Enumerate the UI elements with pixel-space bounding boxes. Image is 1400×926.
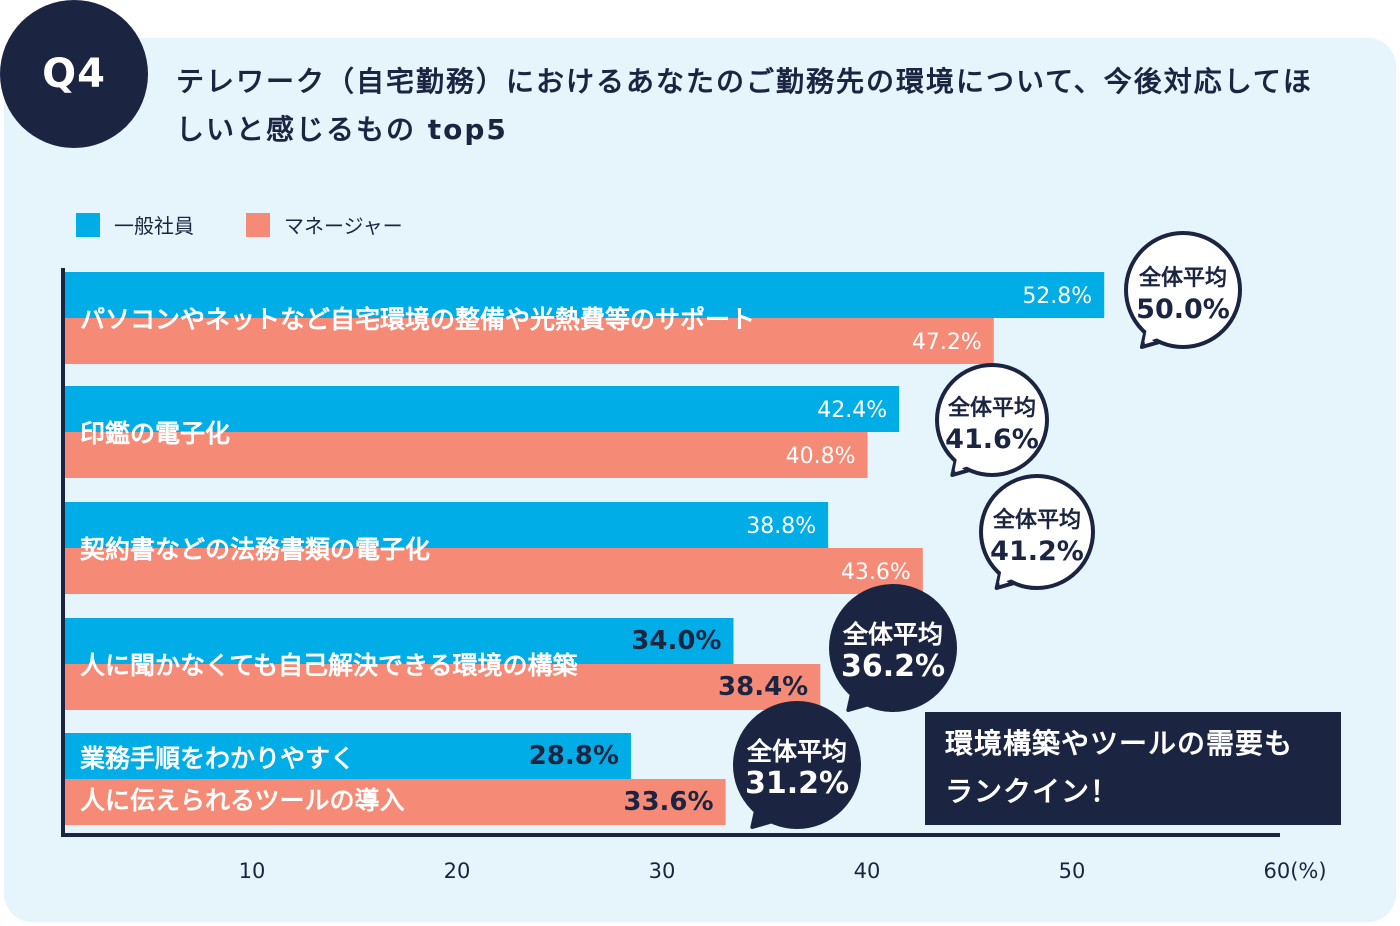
x-tick-label: 30 xyxy=(649,859,676,883)
legend-swatch-employee xyxy=(76,212,100,237)
category-label: パソコンやネットなど自宅環境の整備や光熱費等のサポート xyxy=(80,305,755,334)
x-tick-label: 50 xyxy=(1059,859,1086,883)
category-label: 人に聞かなくても自己解決できる環境の構築 xyxy=(80,651,579,680)
data-label: 40.8% xyxy=(786,444,856,469)
legend-item-employee: 一般社員 xyxy=(76,210,194,239)
average-label: 全体平均 xyxy=(992,507,1081,533)
bar-manager xyxy=(63,664,821,710)
average-value: 50.0% xyxy=(1136,294,1230,325)
average-bubble xyxy=(935,363,1049,477)
bubble-tail-fill xyxy=(850,679,878,706)
average-value: 41.2% xyxy=(990,536,1084,567)
x-tick-label: 20 xyxy=(444,859,471,883)
data-label: 33.6% xyxy=(623,787,713,817)
category-label: 人に伝えられるツールの導入 xyxy=(80,786,405,815)
bar-employee xyxy=(63,733,631,779)
chart-title: テレワーク（自宅勤務）におけるあなたのご勤務先の環境について、今後対応してほしい… xyxy=(176,65,1313,146)
bar-manager xyxy=(63,548,923,594)
bubble-tail-fill xyxy=(998,560,1023,584)
legend: 一般社員 マネージャー xyxy=(76,210,403,239)
data-label: 38.8% xyxy=(746,514,816,539)
data-label: 43.6% xyxy=(841,560,911,585)
data-label: 34.0% xyxy=(631,626,721,656)
average-bubble xyxy=(1124,231,1242,349)
x-tick-label: 10 xyxy=(239,859,266,883)
legend-item-manager: マネージャー xyxy=(246,210,403,239)
bubble-tail-fill xyxy=(954,447,979,471)
legend-label-manager: マネージャー xyxy=(284,214,403,238)
legend-label-employee: 一般社員 xyxy=(114,214,194,238)
data-label: 52.8% xyxy=(1022,284,1092,309)
data-label: 38.4% xyxy=(718,672,808,702)
bar-employee xyxy=(63,386,900,432)
bar-manager xyxy=(63,318,994,364)
x-tick-label: 40 xyxy=(854,859,881,883)
data-label: 28.8% xyxy=(529,741,619,771)
average-bubble xyxy=(979,474,1095,590)
category-label: 契約書などの法務書類の電子化 xyxy=(80,535,430,564)
category-label: 業務手順をわかりやすく xyxy=(80,744,355,773)
average-value: 41.6% xyxy=(945,424,1039,455)
bar-employee xyxy=(63,272,1105,318)
bar-employee xyxy=(63,618,734,664)
category-label: 印鑑の電子化 xyxy=(80,419,230,448)
average-value: 31.2% xyxy=(745,766,849,801)
bar-manager xyxy=(63,779,726,825)
average-label: 全体平均 xyxy=(1138,265,1227,291)
question-badge: Q4 xyxy=(0,0,148,148)
bar-employee xyxy=(63,502,829,548)
average-bubble xyxy=(733,701,861,829)
data-label: 42.4% xyxy=(817,398,887,423)
average-label: 全体平均 xyxy=(746,737,847,766)
data-label: 47.2% xyxy=(912,330,982,355)
legend-swatch-manager xyxy=(246,212,270,237)
average-value: 36.2% xyxy=(841,649,945,684)
bubble-tail-fill xyxy=(1144,318,1169,343)
callout-box: 環境構築やツールの需要もランクイン！ xyxy=(925,712,1341,825)
average-label: 全体平均 xyxy=(947,395,1036,421)
bar-manager xyxy=(63,432,868,478)
x-tick-label: 60(%) xyxy=(1263,859,1326,883)
average-bubble xyxy=(829,584,957,712)
average-label: 全体平均 xyxy=(842,620,943,649)
bubble-tail-fill xyxy=(754,796,782,823)
